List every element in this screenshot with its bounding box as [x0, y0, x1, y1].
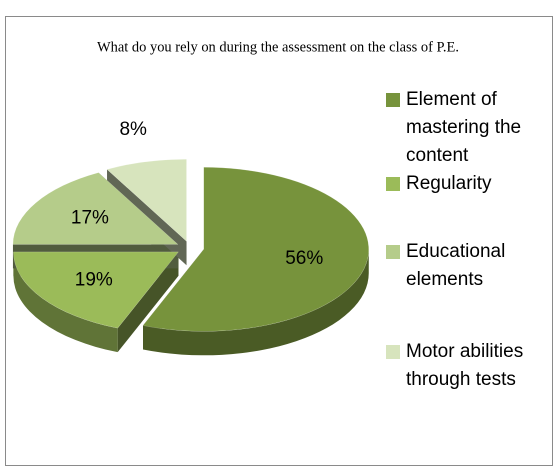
chart-frame: [5, 16, 553, 466]
legend-swatch: [386, 93, 400, 107]
data-label: 8%: [119, 119, 147, 140]
legend-item: Regularity: [382, 170, 552, 198]
data-label: 56%: [285, 248, 323, 269]
data-label: 19%: [75, 270, 113, 291]
legend: Element of mastering the content Regulari…: [382, 86, 552, 394]
slice: [142, 167, 369, 332]
slice: [12, 172, 179, 245]
legend-label: Motor abilities through tests: [406, 341, 524, 390]
slice-rim: [13, 251, 118, 353]
legend-swatch: [386, 177, 400, 191]
legend-item: Element of mastering the content: [382, 86, 552, 170]
slice: [106, 158, 187, 242]
legend-label: Educational elements: [406, 241, 506, 290]
slice-rim: [143, 249, 369, 356]
legend-item: Educational elements: [382, 238, 552, 294]
legend-item: Motor abilities through tests: [382, 338, 552, 394]
slice-side: [117, 251, 179, 353]
legend-swatch: [386, 345, 400, 359]
data-label: 17%: [71, 208, 109, 229]
legend-label: Regularity: [406, 173, 492, 194]
legend-swatch: [386, 245, 400, 259]
legend-label: Element of mastering the content: [406, 89, 522, 166]
chart-title: What do you rely on during the assessmen…: [97, 39, 459, 55]
slice: [13, 251, 179, 329]
